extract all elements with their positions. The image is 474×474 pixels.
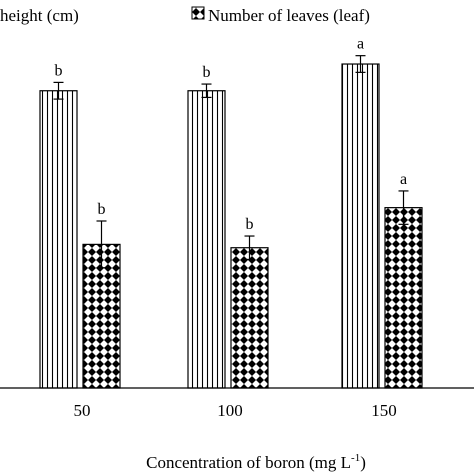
bar-height-150: [341, 63, 380, 389]
x-tick-label-100: 100: [217, 401, 243, 420]
bar-leaves-100: [230, 247, 269, 389]
legend-swatch-leaves: [191, 6, 205, 20]
x-axis-title-superscript: -1: [351, 452, 360, 464]
error-bar-leaves-150: [398, 190, 409, 225]
x-axis-title: Concentration of boron (mg L-1): [146, 452, 366, 472]
bar-height-50: [39, 90, 78, 389]
significance-letter-leaves-50: b: [98, 201, 106, 218]
legend-label-leaves: Number of leaves (leaf): [208, 6, 370, 25]
error-bar-leaves-50: [96, 220, 107, 269]
legend: height (cm) Number of leaves (leaf): [0, 6, 370, 25]
significance-letter-leaves-100: b: [246, 216, 254, 233]
bar-leaves-150: [384, 207, 423, 389]
x-tick-label-50: 50: [74, 401, 91, 420]
bar-height-100: [187, 90, 226, 389]
significance-letter-height-150: a: [357, 36, 364, 53]
error-bar-leaves-100: [244, 235, 255, 261]
plot-area: b b b b a a: [39, 36, 423, 389]
significance-letter-height-100: b: [203, 64, 211, 81]
legend-label-height: height (cm): [0, 6, 79, 25]
error-bar-height-50: [53, 81, 64, 100]
significance-letter-leaves-150: a: [400, 171, 407, 188]
error-bar-height-150: [355, 55, 366, 73]
x-tick-label-150: 150: [371, 401, 397, 420]
error-bar-height-100: [201, 83, 212, 99]
x-axis-title-end: ): [360, 453, 366, 472]
significance-letter-height-50: b: [55, 62, 63, 79]
x-tick-labels: 50 100 150: [74, 401, 397, 420]
x-axis-title-main: Concentration of boron (mg L: [146, 453, 351, 472]
